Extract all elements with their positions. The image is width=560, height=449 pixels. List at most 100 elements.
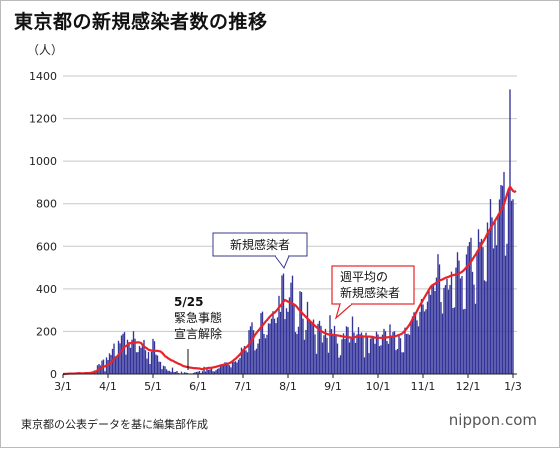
- bar: [272, 311, 273, 374]
- bar: [436, 278, 437, 374]
- bar: [118, 341, 119, 374]
- bar: [403, 352, 404, 374]
- y-tick-label: 1200: [29, 113, 57, 126]
- bar: [230, 367, 231, 374]
- bar: [232, 362, 233, 374]
- bar: [155, 355, 156, 374]
- bar: [326, 338, 327, 374]
- bar: [299, 291, 300, 374]
- bar: [386, 341, 387, 374]
- bar: [427, 302, 428, 374]
- bar: [256, 349, 257, 374]
- bar: [511, 201, 512, 374]
- bar: [434, 291, 435, 374]
- bar: [328, 353, 329, 374]
- bar: [440, 302, 441, 374]
- bar: [154, 341, 155, 374]
- bar: [337, 344, 338, 374]
- bar: [455, 268, 456, 374]
- bar: [157, 355, 158, 374]
- y-tick-label: 800: [36, 198, 57, 211]
- bar: [485, 281, 486, 374]
- bar: [310, 321, 311, 374]
- bar: [365, 333, 366, 374]
- x-tick-label: 11/1: [411, 380, 436, 393]
- bar: [304, 340, 305, 374]
- bar: [463, 309, 464, 374]
- bar: [379, 346, 380, 374]
- bar: [131, 340, 132, 374]
- bar: [508, 191, 509, 374]
- bar: [487, 222, 488, 374]
- bar: [133, 331, 134, 374]
- bar: [215, 370, 216, 374]
- bar: [344, 339, 345, 374]
- bar: [254, 350, 255, 374]
- bar: [305, 330, 306, 374]
- bar: [433, 285, 434, 374]
- bar: [349, 343, 350, 375]
- bar: [235, 361, 236, 374]
- bar: [449, 285, 450, 374]
- event-annotation-label: 緊急事態: [174, 310, 222, 325]
- bar: [163, 366, 164, 374]
- bar: [208, 370, 209, 374]
- bar: [271, 319, 272, 374]
- bar: [410, 322, 411, 374]
- bar: [314, 334, 315, 374]
- bar: [373, 337, 374, 374]
- bar: [346, 326, 347, 374]
- bar: [391, 335, 392, 374]
- line-callout-label: 新規感染者: [340, 285, 400, 300]
- x-tick-label: 10/1: [366, 380, 391, 393]
- x-tick-label: 9/1: [324, 380, 342, 393]
- bar: [400, 338, 401, 374]
- bar: [371, 336, 372, 374]
- bar: [287, 312, 288, 374]
- bar: [482, 247, 483, 374]
- bar: [460, 278, 461, 374]
- bar: [134, 339, 135, 374]
- bar: [289, 297, 290, 374]
- bar: [332, 334, 333, 374]
- bar: [430, 295, 431, 374]
- bar: [383, 329, 384, 374]
- bar: [334, 326, 335, 374]
- bar: [245, 350, 246, 374]
- bar: [445, 285, 446, 374]
- bar: [311, 324, 312, 374]
- bar: [502, 186, 503, 374]
- bar: [437, 254, 438, 374]
- x-tick-label: 8/1: [279, 380, 297, 393]
- bar: [389, 324, 390, 374]
- bar: [442, 314, 443, 374]
- bar: [220, 367, 221, 374]
- bar: [431, 285, 432, 374]
- bar: [406, 334, 407, 374]
- bar: [142, 345, 143, 374]
- bar: [268, 323, 269, 374]
- bar: [119, 343, 120, 374]
- bar: [493, 248, 494, 374]
- bar: [281, 275, 282, 374]
- bar: [479, 242, 480, 374]
- bar: [320, 326, 321, 374]
- bar: [335, 335, 336, 374]
- bar: [125, 355, 126, 374]
- bar: [251, 322, 252, 374]
- bar: [152, 339, 153, 374]
- bar: [151, 352, 152, 374]
- bar: [473, 285, 474, 374]
- x-tick-label: 5/1: [144, 380, 162, 393]
- bar: [401, 352, 402, 374]
- event-annotation-label: 5/25: [174, 295, 203, 309]
- bar: [512, 199, 513, 374]
- bar: [284, 319, 285, 374]
- bar: [361, 332, 362, 374]
- bar: [277, 317, 278, 374]
- bar: [295, 332, 296, 374]
- bar: [347, 327, 348, 374]
